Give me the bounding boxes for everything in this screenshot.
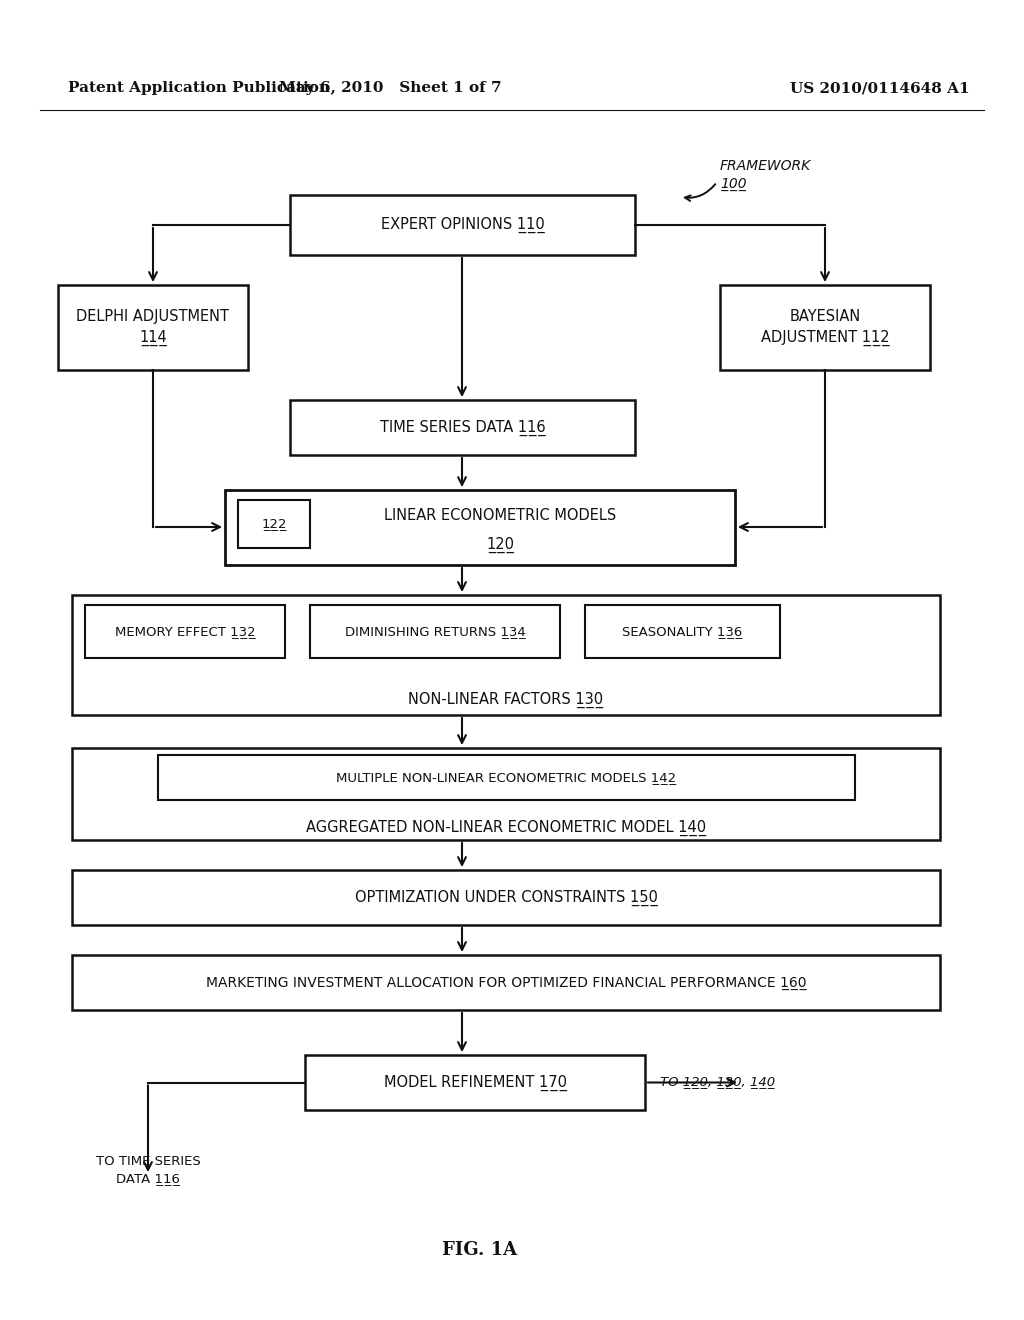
Text: MODEL REFINEMENT 1̲7̲0̲: MODEL REFINEMENT 1̲7̲0̲ bbox=[384, 1074, 566, 1090]
Bar bbox=[58, 285, 248, 370]
Bar bbox=[158, 755, 855, 800]
Text: FRAMEWORK
1̲0̲0̲: FRAMEWORK 1̲0̲0̲ bbox=[720, 158, 811, 191]
Text: SEASONALITY 1̲3̲6̲: SEASONALITY 1̲3̲6̲ bbox=[623, 624, 742, 638]
Text: AGGREGATED NON-LINEAR ECONOMETRIC MODEL 1̲4̲0̲: AGGREGATED NON-LINEAR ECONOMETRIC MODEL … bbox=[306, 820, 707, 836]
Bar bbox=[310, 605, 560, 657]
Bar bbox=[290, 400, 635, 455]
Text: TIME SERIES DATA 1̲1̲6̲: TIME SERIES DATA 1̲1̲6̲ bbox=[380, 420, 546, 436]
Text: TO 1̲2̲0̲, 1̲3̲0̲, 1̲4̲0̲: TO 1̲2̲0̲, 1̲3̲0̲, 1̲4̲0̲ bbox=[660, 1076, 775, 1089]
Text: FIG. 1A: FIG. 1A bbox=[442, 1241, 517, 1259]
Bar bbox=[290, 195, 635, 255]
Text: DELPHI ADJUSTMENT
1̲1̲4̲: DELPHI ADJUSTMENT 1̲1̲4̲ bbox=[77, 309, 229, 346]
Text: BAYESIAN
ADJUSTMENT 1̲1̲2̲: BAYESIAN ADJUSTMENT 1̲1̲2̲ bbox=[761, 309, 889, 346]
Text: 1̲2̲2̲: 1̲2̲2̲ bbox=[261, 517, 287, 531]
Bar bbox=[238, 500, 310, 548]
Text: EXPERT OPINIONS 1̲1̲0̲: EXPERT OPINIONS 1̲1̲0̲ bbox=[381, 216, 545, 234]
Text: MULTIPLE NON-LINEAR ECONOMETRIC MODELS 1̲4̲2̲: MULTIPLE NON-LINEAR ECONOMETRIC MODELS 1… bbox=[337, 771, 677, 784]
Text: TO TIME SERIES
DATA 1̲1̲6̲: TO TIME SERIES DATA 1̲1̲6̲ bbox=[95, 1155, 201, 1185]
Text: MARKETING INVESTMENT ALLOCATION FOR OPTIMIZED FINANCIAL PERFORMANCE 1̲6̲0̲: MARKETING INVESTMENT ALLOCATION FOR OPTI… bbox=[206, 975, 806, 990]
Text: May 6, 2010   Sheet 1 of 7: May 6, 2010 Sheet 1 of 7 bbox=[279, 81, 502, 95]
Text: LINEAR ECONOMETRIC MODELS: LINEAR ECONOMETRIC MODELS bbox=[384, 507, 616, 523]
Bar bbox=[225, 490, 735, 565]
Text: Patent Application Publication: Patent Application Publication bbox=[68, 81, 330, 95]
Bar bbox=[72, 595, 940, 715]
Bar bbox=[72, 748, 940, 840]
Text: OPTIMIZATION UNDER CONSTRAINTS 1̲5̲0̲: OPTIMIZATION UNDER CONSTRAINTS 1̲5̲0̲ bbox=[354, 890, 657, 906]
Text: DIMINISHING RETURNS 1̲3̲4̲: DIMINISHING RETURNS 1̲3̲4̲ bbox=[345, 624, 525, 638]
Bar bbox=[720, 285, 930, 370]
Bar bbox=[72, 954, 940, 1010]
Bar bbox=[585, 605, 780, 657]
Bar bbox=[72, 870, 940, 925]
Text: MEMORY EFFECT 1̲3̲2̲: MEMORY EFFECT 1̲3̲2̲ bbox=[115, 624, 255, 638]
Text: 1̲2̲0̲: 1̲2̲0̲ bbox=[486, 537, 514, 553]
Bar bbox=[305, 1055, 645, 1110]
Text: US 2010/0114648 A1: US 2010/0114648 A1 bbox=[791, 81, 970, 95]
Bar bbox=[85, 605, 285, 657]
Text: NON-LINEAR FACTORS 1̲3̲0̲: NON-LINEAR FACTORS 1̲3̲0̲ bbox=[409, 692, 603, 708]
